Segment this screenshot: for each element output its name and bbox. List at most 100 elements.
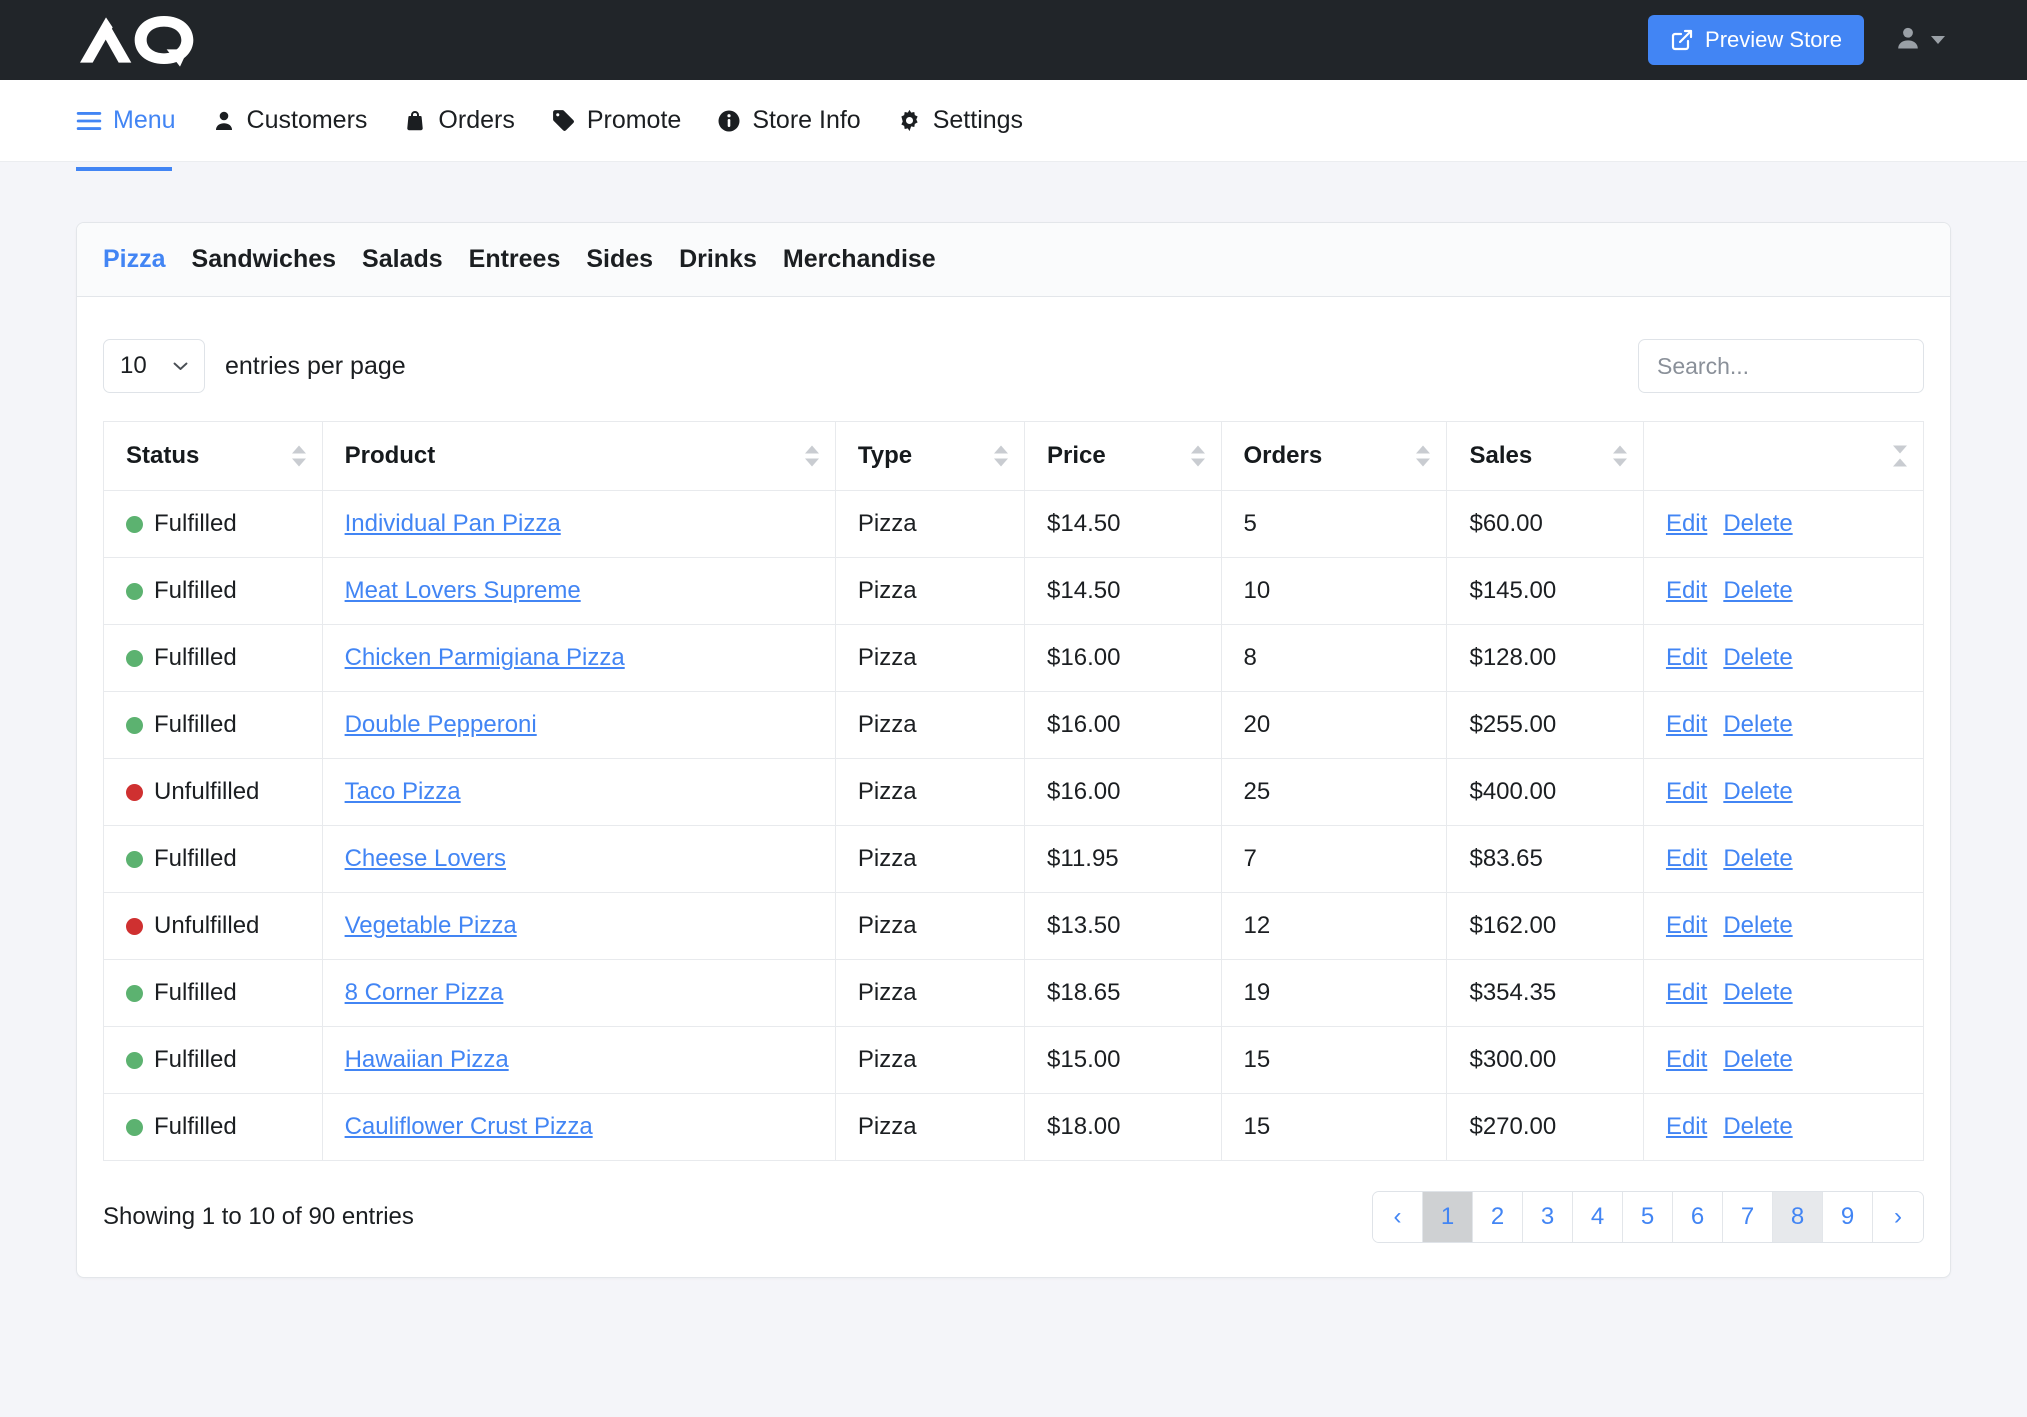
nav-item-store-info[interactable]: Store Info <box>699 80 878 162</box>
pagination-page-3[interactable]: 3 <box>1523 1192 1573 1242</box>
category-tab-pizza[interactable]: Pizza <box>103 245 166 274</box>
delete-link[interactable]: Delete <box>1723 979 1793 1006</box>
delete-link[interactable]: Delete <box>1723 1113 1793 1140</box>
cell-status: Fulfilled <box>103 624 323 692</box>
sort-icon[interactable] <box>291 445 306 467</box>
delete-link[interactable]: Delete <box>1723 778 1793 805</box>
product-link[interactable]: Cheese Lovers <box>344 845 507 872</box>
cell-price: $11.95 <box>1024 825 1222 893</box>
column-header-sales[interactable]: Sales <box>1446 421 1644 491</box>
edit-link[interactable]: Edit <box>1665 979 1708 1006</box>
product-link[interactable]: Vegetable Pizza <box>344 912 517 939</box>
edit-link[interactable]: Edit <box>1665 510 1708 537</box>
pagination-page-4[interactable]: 4 <box>1573 1192 1623 1242</box>
cell-actions: Edit Delete <box>1642 557 1925 625</box>
delete-link[interactable]: Delete <box>1723 711 1793 738</box>
edit-link[interactable]: Edit <box>1665 577 1708 604</box>
product-link[interactable]: Hawaiian Pizza <box>344 1046 509 1073</box>
delete-link[interactable]: Delete <box>1723 510 1793 537</box>
brand-logo[interactable] <box>76 10 236 70</box>
cell-sales: $128.00 <box>1446 624 1644 692</box>
pagination-prev-button[interactable]: ‹ <box>1373 1192 1423 1242</box>
product-link[interactable]: Individual Pan Pizza <box>344 510 561 537</box>
table-row: Fulfilled Cheese Lovers Pizza $11.95 7 $83.65… <box>103 825 1925 893</box>
nav-item-orders[interactable]: Orders <box>385 80 532 162</box>
product-link[interactable]: Meat Lovers Supreme <box>344 577 581 604</box>
product-link[interactable]: 8 Corner Pizza <box>344 979 504 1006</box>
nav-item-promote[interactable]: Promote <box>533 80 699 162</box>
column-header-product[interactable]: Product <box>321 421 836 491</box>
nav-item-customers[interactable]: Customers <box>194 80 386 162</box>
product-link[interactable]: Taco Pizza <box>344 778 461 805</box>
column-label: Orders <box>1243 442 1323 469</box>
cell-type: Pizza <box>834 624 1026 692</box>
sort-icon[interactable] <box>994 445 1009 467</box>
cell-orders: 15 <box>1220 1093 1448 1161</box>
sort-icon[interactable] <box>1190 445 1205 467</box>
user-menu-button[interactable] <box>1894 24 1951 57</box>
column-label: Status <box>126 442 200 469</box>
edit-link[interactable]: Edit <box>1665 644 1708 671</box>
search-input[interactable] <box>1638 339 1924 393</box>
edit-link[interactable]: Edit <box>1665 778 1708 805</box>
sort-icon[interactable] <box>1893 445 1907 467</box>
pagination-page-5[interactable]: 5 <box>1623 1192 1673 1242</box>
column-header-orders[interactable]: Orders <box>1220 421 1448 491</box>
pagination-next-button[interactable]: › <box>1873 1192 1923 1242</box>
product-link[interactable]: Cauliflower Crust Pizza <box>344 1113 593 1140</box>
table-controls: 10 entries per page <box>103 323 1924 421</box>
cell-status: Fulfilled <box>103 1093 323 1161</box>
column-header-type[interactable]: Type <box>834 421 1026 491</box>
category-tab-merchandise[interactable]: Merchandise <box>783 245 936 274</box>
pagination-page-6[interactable]: 6 <box>1673 1192 1723 1242</box>
delete-link[interactable]: Delete <box>1723 912 1793 939</box>
cell-status: Unfulfilled <box>103 758 323 826</box>
pagination-page-8[interactable]: 8 <box>1773 1192 1823 1242</box>
cell-orders: 7 <box>1220 825 1448 893</box>
category-tab-entrees[interactable]: Entrees <box>469 245 561 274</box>
product-link[interactable]: Double Pepperoni <box>344 711 537 738</box>
cell-actions: Edit Delete <box>1642 959 1925 1027</box>
pagination-page-7[interactable]: 7 <box>1723 1192 1773 1242</box>
category-tab-sandwiches[interactable]: Sandwiches <box>192 245 337 274</box>
entries-per-page-select[interactable]: 10 <box>103 339 205 393</box>
cell-product: Hawaiian Pizza <box>321 1026 836 1094</box>
preview-store-label: Preview Store <box>1705 27 1842 52</box>
cell-price: $16.00 <box>1024 691 1222 759</box>
category-tab-sides[interactable]: Sides <box>586 245 653 274</box>
sort-icon[interactable] <box>1612 445 1627 467</box>
sort-icon[interactable] <box>1416 445 1431 467</box>
edit-link[interactable]: Edit <box>1665 1046 1708 1073</box>
column-header-price[interactable]: Price <box>1024 421 1222 491</box>
nav-item-menu[interactable]: Menu <box>76 80 194 171</box>
column-header-actions[interactable] <box>1642 421 1925 491</box>
edit-link[interactable]: Edit <box>1665 845 1708 872</box>
preview-store-button[interactable]: Preview Store <box>1648 15 1864 65</box>
category-tab-label: Entrees <box>468 245 561 273</box>
pagination-page-1[interactable]: 1 <box>1423 1192 1473 1242</box>
product-link[interactable]: Chicken Parmigiana Pizza <box>344 644 625 671</box>
delete-link[interactable]: Delete <box>1723 644 1793 671</box>
sort-icon[interactable] <box>804 445 819 467</box>
nav-item-label: Store Info <box>752 106 861 134</box>
category-tab-label: Sandwiches <box>191 245 337 273</box>
column-header-status[interactable]: Status <box>103 421 323 491</box>
edit-link[interactable]: Edit <box>1665 1113 1708 1140</box>
delete-link[interactable]: Delete <box>1723 577 1793 604</box>
bag-icon <box>403 109 427 133</box>
nav-item-settings[interactable]: Settings <box>879 80 1041 162</box>
chevron-down-icon <box>173 362 188 370</box>
cell-product: Cheese Lovers <box>321 825 836 893</box>
delete-link[interactable]: Delete <box>1723 845 1793 872</box>
category-tab-salads[interactable]: Salads <box>362 245 443 274</box>
cell-sales: $400.00 <box>1446 758 1644 826</box>
nav-item-label: Customers <box>246 106 368 134</box>
category-tab-drinks[interactable]: Drinks <box>679 245 757 274</box>
edit-link[interactable]: Edit <box>1665 912 1708 939</box>
cell-price: $14.50 <box>1024 490 1222 558</box>
pagination: ‹ 1 2 3 4 5 6 7 8 9 › <box>1372 1191 1924 1243</box>
edit-link[interactable]: Edit <box>1665 711 1708 738</box>
pagination-page-9[interactable]: 9 <box>1823 1192 1873 1242</box>
pagination-page-2[interactable]: 2 <box>1473 1192 1523 1242</box>
delete-link[interactable]: Delete <box>1723 1046 1793 1073</box>
